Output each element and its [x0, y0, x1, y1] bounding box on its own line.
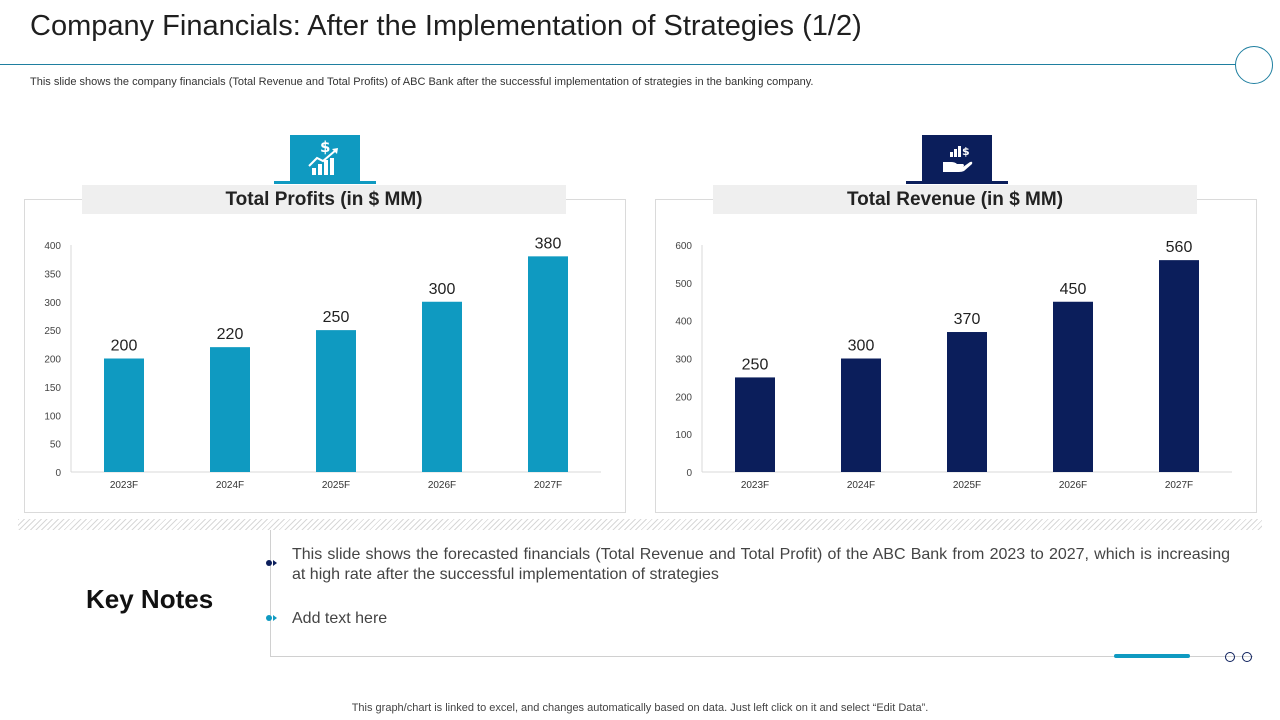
x-tick-label: 2027F: [534, 480, 562, 491]
revenue-bar-chart: 0 100 200 300 400 500 600 250 2023F 300 2024F 370 20…: [675, 239, 1232, 491]
data-label: 200: [111, 338, 138, 355]
page-subtitle: This slide shows the company financials …: [30, 76, 814, 88]
data-label: 250: [323, 309, 350, 326]
x-tick-label: 2023F: [110, 480, 138, 491]
y-tick-label: 100: [675, 430, 692, 441]
x-tick-label: 2027F: [1165, 480, 1193, 491]
data-label: 220: [217, 326, 244, 343]
profits-bar-chart: 0 50 100 150 200 250 300 350 400 200 2023F 220 2024F…: [44, 235, 601, 491]
growth-chart-dollar-icon: $: [290, 135, 360, 181]
bullet-icon: [266, 559, 278, 567]
bar: [1159, 260, 1199, 472]
data-label: 450: [1060, 281, 1087, 298]
bullet-icon: [266, 614, 278, 622]
bar: [841, 358, 881, 472]
svg-text:$: $: [962, 145, 970, 158]
profits-icon-underline: [274, 181, 376, 184]
bar: [1053, 301, 1093, 472]
y-tick-label: 300: [44, 298, 61, 309]
x-tick-label: 2026F: [1059, 480, 1087, 491]
revenue-chart-title: Total Revenue (in $ MM): [713, 185, 1197, 214]
y-tick-label: 300: [675, 355, 692, 366]
title-divider: [0, 64, 1236, 65]
y-tick-label: 200: [44, 355, 61, 366]
x-tick-label: 2025F: [322, 480, 350, 491]
y-tick-label: 100: [44, 411, 61, 422]
hatched-divider: [18, 519, 1262, 530]
bar: [210, 347, 250, 472]
y-tick-label: 500: [675, 279, 692, 290]
y-tick-label: 600: [675, 241, 692, 252]
profits-chart-panel: 0 50 100 150 200 250 300 350 400 200 2023F 220 2024F…: [24, 199, 626, 513]
y-tick-label: 400: [44, 241, 61, 252]
hand-dollar-chart-icon: $: [922, 135, 992, 181]
x-tick-label: 2023F: [741, 480, 769, 491]
key-notes-frame: [270, 530, 1253, 657]
data-label: 300: [848, 338, 875, 355]
page-title: Company Financials: After the Implementa…: [30, 10, 862, 42]
y-tick-label: 0: [686, 468, 692, 479]
x-tick-label: 2026F: [428, 480, 456, 491]
footer-note: This graph/chart is linked to excel, and…: [351, 702, 929, 714]
key-notes-heading: Key Notes: [86, 584, 214, 614]
x-tick-label: 2024F: [216, 480, 244, 491]
key-note-item: Add text here: [292, 610, 388, 627]
data-label: 380: [535, 235, 562, 252]
key-note-item: This slide shows the forecasted financia…: [292, 546, 1230, 583]
revenue-icon-underline: [906, 181, 1008, 184]
nav-dot: [1242, 652, 1252, 662]
x-tick-label: 2024F: [847, 480, 875, 491]
bar: [528, 256, 568, 472]
y-tick-label: 250: [44, 326, 61, 337]
y-tick-label: 400: [675, 317, 692, 328]
bar: [104, 358, 144, 472]
data-label: 560: [1166, 239, 1193, 256]
title-circle-decoration: [1235, 46, 1273, 84]
y-tick-label: 50: [50, 440, 62, 451]
data-label: 370: [954, 311, 981, 328]
profits-chart-title: Total Profits (in $ MM): [82, 185, 566, 214]
y-tick-label: 150: [44, 383, 61, 394]
revenue-chart-panel: 0 100 200 300 400 500 600 250 2023F 300 2024F 370 20…: [655, 199, 1257, 513]
bar: [735, 377, 775, 472]
nav-dot: [1225, 652, 1235, 662]
y-tick-label: 200: [675, 392, 692, 403]
data-label: 300: [429, 281, 456, 298]
bar: [947, 332, 987, 472]
data-label: 250: [742, 356, 769, 373]
y-tick-label: 0: [55, 468, 61, 479]
slide-progress-bar: [1114, 654, 1190, 658]
bar: [316, 330, 356, 472]
x-tick-label: 2025F: [953, 480, 981, 491]
y-tick-label: 350: [44, 269, 61, 280]
svg-text:$: $: [320, 138, 330, 156]
bar: [422, 301, 462, 472]
